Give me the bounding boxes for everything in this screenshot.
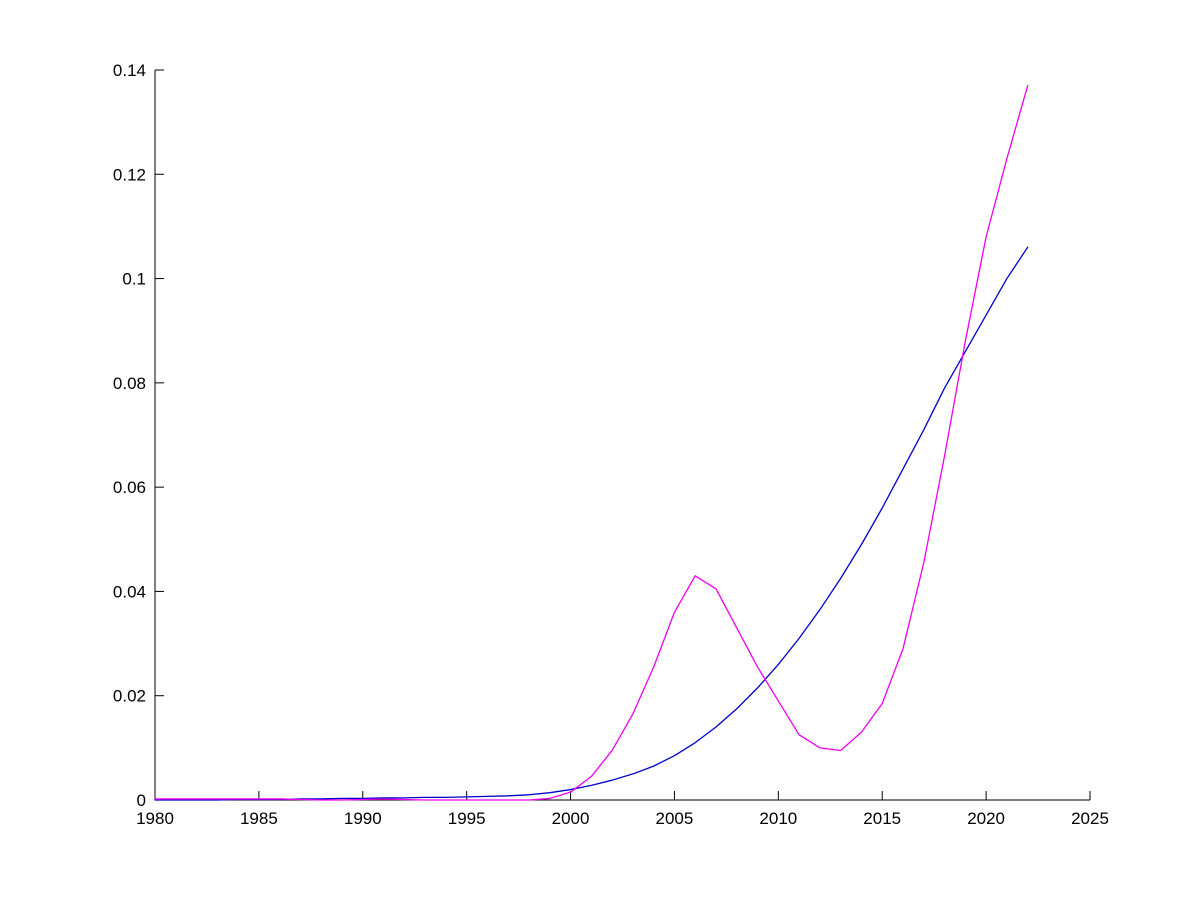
y-tick-label: 0.04 (113, 582, 146, 601)
x-tick-label: 1995 (448, 809, 486, 828)
x-tick-label: 2000 (552, 809, 590, 828)
x-tick-label: 2020 (967, 809, 1005, 828)
y-tick-label: 0.08 (113, 374, 146, 393)
x-tick-label: 2015 (863, 809, 901, 828)
x-tick-label: 1985 (240, 809, 278, 828)
y-tick-label: 0.02 (113, 687, 146, 706)
y-tick-label: 0.14 (113, 61, 146, 80)
y-tick-label: 0 (137, 791, 146, 810)
y-tick-label: 0.1 (122, 270, 146, 289)
x-tick-label: 1980 (136, 809, 174, 828)
x-tick-label: 2025 (1071, 809, 1109, 828)
x-tick-label: 1990 (344, 809, 382, 828)
dark-blue-series (154, 246, 1029, 801)
y-tick-label: 0.06 (113, 478, 146, 497)
x-tick-label: 2010 (759, 809, 797, 828)
x-tick-label: 2005 (656, 809, 694, 828)
magenta-series (154, 84, 1029, 801)
y-tick-label: 0.12 (113, 165, 146, 184)
